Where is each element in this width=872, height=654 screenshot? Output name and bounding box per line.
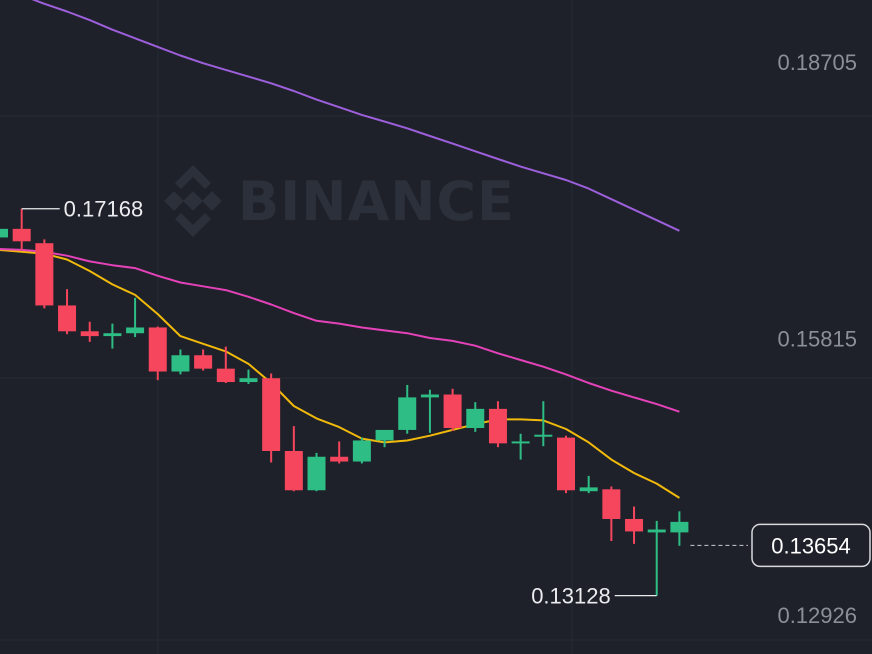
candle — [375, 429, 394, 448]
ma-line-2 — [0, 248, 680, 413]
candle — [35, 239, 54, 309]
candle — [239, 369, 258, 384]
candle-body — [12, 228, 31, 242]
high-price-label: 0.17168 — [64, 197, 144, 222]
candle — [103, 323, 122, 349]
candle — [80, 321, 99, 342]
candle — [466, 402, 485, 432]
candle — [420, 389, 439, 433]
candle-body — [35, 243, 54, 306]
candle-body — [126, 327, 145, 334]
current-price-badge — [751, 523, 871, 568]
candle — [12, 208, 31, 250]
candle — [352, 437, 371, 464]
y-tick-label: 0.15815 — [777, 326, 857, 351]
candle-body — [216, 368, 235, 383]
candle-body — [330, 456, 349, 462]
candle — [398, 384, 417, 434]
y-axis: 0.18705 0.15815 0.12926 — [777, 50, 857, 628]
candle — [58, 289, 77, 335]
candle — [194, 349, 213, 371]
candle-body — [262, 378, 281, 452]
candle-body — [511, 441, 530, 444]
candle — [647, 520, 666, 596]
candle-body — [103, 333, 122, 337]
candle — [602, 486, 621, 542]
y-tick-label: 0.18705 — [777, 50, 857, 75]
candle-body — [171, 355, 190, 372]
candle — [579, 475, 598, 494]
candle-body — [0, 228, 8, 238]
candle-body — [466, 408, 485, 429]
candle-body — [443, 394, 462, 429]
candle — [330, 441, 349, 464]
candle-body — [80, 331, 99, 337]
candle-body — [398, 397, 417, 430]
candles — [0, 208, 689, 596]
candle — [557, 435, 575, 494]
annotations: 0.17168 0.13128 0.13654 — [21, 197, 871, 609]
candle — [126, 297, 145, 338]
candle — [284, 426, 303, 492]
candle-body — [58, 305, 77, 332]
candle — [511, 433, 530, 460]
candle — [488, 401, 507, 448]
candle — [534, 401, 553, 447]
candle — [625, 506, 644, 544]
moving-average-lines — [0, 0, 680, 499]
candle-body — [194, 355, 213, 369]
candle-body — [579, 487, 598, 492]
candle — [443, 388, 462, 431]
candle — [171, 349, 190, 375]
candle-body — [534, 434, 553, 437]
candle-body — [557, 437, 575, 491]
candle-body — [148, 327, 167, 372]
candle-body — [352, 440, 371, 462]
y-tick-label: 0.12926 — [777, 603, 857, 628]
candle-body — [602, 489, 621, 519]
ma-line-3 — [31, 0, 680, 232]
low-price-label: 0.13128 — [531, 584, 611, 609]
candle-body — [375, 429, 394, 441]
candle-body — [284, 451, 303, 491]
candle — [670, 511, 689, 546]
candle-body — [647, 529, 666, 533]
candle-body — [420, 394, 439, 398]
candle-body — [670, 521, 689, 533]
candle-body — [307, 456, 326, 491]
candle — [307, 452, 326, 492]
ma-line-1 — [0, 248, 680, 499]
candle-body — [239, 378, 258, 383]
candle — [0, 228, 8, 238]
candle — [216, 346, 235, 384]
candle — [262, 373, 281, 463]
candle-body — [625, 518, 644, 532]
watermark-text: BINANCE — [238, 170, 515, 233]
candle-body — [488, 408, 507, 444]
binance-watermark: BINANCE — [164, 165, 515, 237]
current-price-label: 0.13654 — [771, 533, 851, 558]
candle — [148, 326, 167, 381]
